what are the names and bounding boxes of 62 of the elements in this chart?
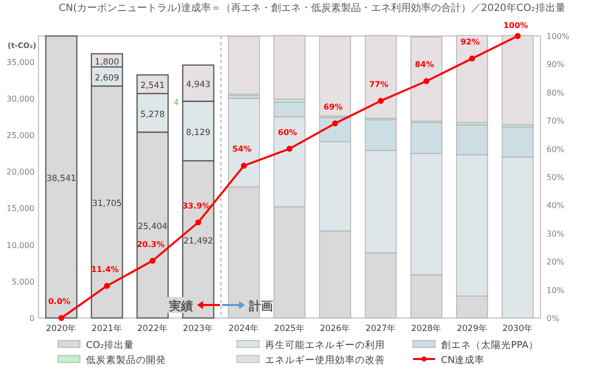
y-tick-label: 25,000 [6,131,34,140]
data-label: 21,492 [183,236,214,246]
annotation: 計画 [248,299,274,313]
data-label: 4,943 [186,80,210,90]
legend-label: 再生可能エネルギーの利用 [265,339,385,351]
y-tick-label: 30,000 [6,94,34,104]
x-tick-label: 2026年 [320,323,350,334]
x-tick-label: 2025年 [274,323,305,334]
data-label: 100% [503,21,528,30]
y2-tick-label: 60% [546,144,565,154]
y2-tick-label: 100% [546,32,570,41]
data-label: 54% [232,144,252,154]
y2-tick-label: 50% [546,173,565,182]
legend-label: エネルギー使用効率の改善 [265,354,385,366]
x-tick-label: 2021年 [92,323,122,334]
y2-tick-label: 70% [546,116,565,126]
y2-tick-label: 90% [546,60,565,70]
data-label: 31,705 [92,199,122,210]
y2-tick-label: 0% [546,314,560,323]
y2-tick-label: 30% [546,229,565,238]
x-tick-label: 2023年 [182,323,214,334]
y-tick-label: 5,000 [12,277,34,286]
chart-title: CN(カーボンニュートラル)達成率＝（再エネ・創エネ・低炭素製品・エネ利用効率の合計）／2020年CO₂排出量 [58,2,566,14]
data-label: 2,609 [94,73,120,84]
legend-エネルギー使用効率の改善: エネルギー使用効率の改善 [236,355,385,366]
x-tick-label: 2028年 [411,323,442,334]
x-tick-label: 2030年 [502,323,533,334]
data-label: 1,800 [94,57,120,68]
y-tick-label: 20,000 [6,168,34,177]
y-tick-label: 15,000 [6,204,34,214]
data-label: 5,278 [140,110,165,120]
legend-label: 低炭素製品の開発 [86,354,166,366]
data-label: 84% [414,60,434,70]
legend-label: CN達成率 [441,354,485,366]
y2-tick-label: 10% [546,286,565,295]
x-tick-label: 2029年 [456,323,488,334]
legend-label: 創エネ（太陽光PPA） [441,339,538,351]
y-tick-label: 10,000 [6,240,34,250]
data-label: 60% [278,128,298,137]
data-label: 11.4% [91,264,119,274]
y2-tick-label: 40% [546,201,565,210]
x-tick-label: 2022年 [137,323,168,334]
y-tick-label: 0 [29,314,34,323]
data-label: 25,404 [138,222,168,232]
data-label: 8,129 [186,128,210,138]
y2-tick-label: 20% [546,258,565,267]
data-label: 38,541 [46,174,76,184]
data-label: 2,541 [140,81,165,92]
data-label: 4 [174,98,179,108]
x-tick-label: 2020年 [46,323,77,334]
legend-label: CO₂排出量 [86,339,134,351]
data-label: 69% [324,102,343,112]
x-tick-label: 2024年 [228,323,260,334]
x-tick-label: 2027年 [365,323,396,334]
data-label: 0.0% [48,297,70,306]
data-label: 92% [460,38,480,47]
legend-低炭素製品の開発: 低炭素製品の開発 [58,355,166,366]
data-label: 77% [369,80,388,89]
y-tick-label: 35,000 [6,58,34,67]
legend-再生可能エネルギーの利用: 再生可能エネルギーの利用 [236,340,385,351]
annotation: 実績 [168,299,194,313]
y2-tick-label: 80% [546,88,565,98]
